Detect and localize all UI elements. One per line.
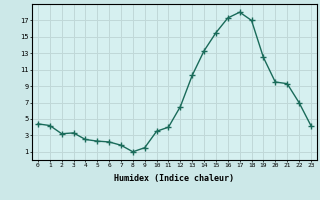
X-axis label: Humidex (Indice chaleur): Humidex (Indice chaleur) (115, 174, 234, 183)
